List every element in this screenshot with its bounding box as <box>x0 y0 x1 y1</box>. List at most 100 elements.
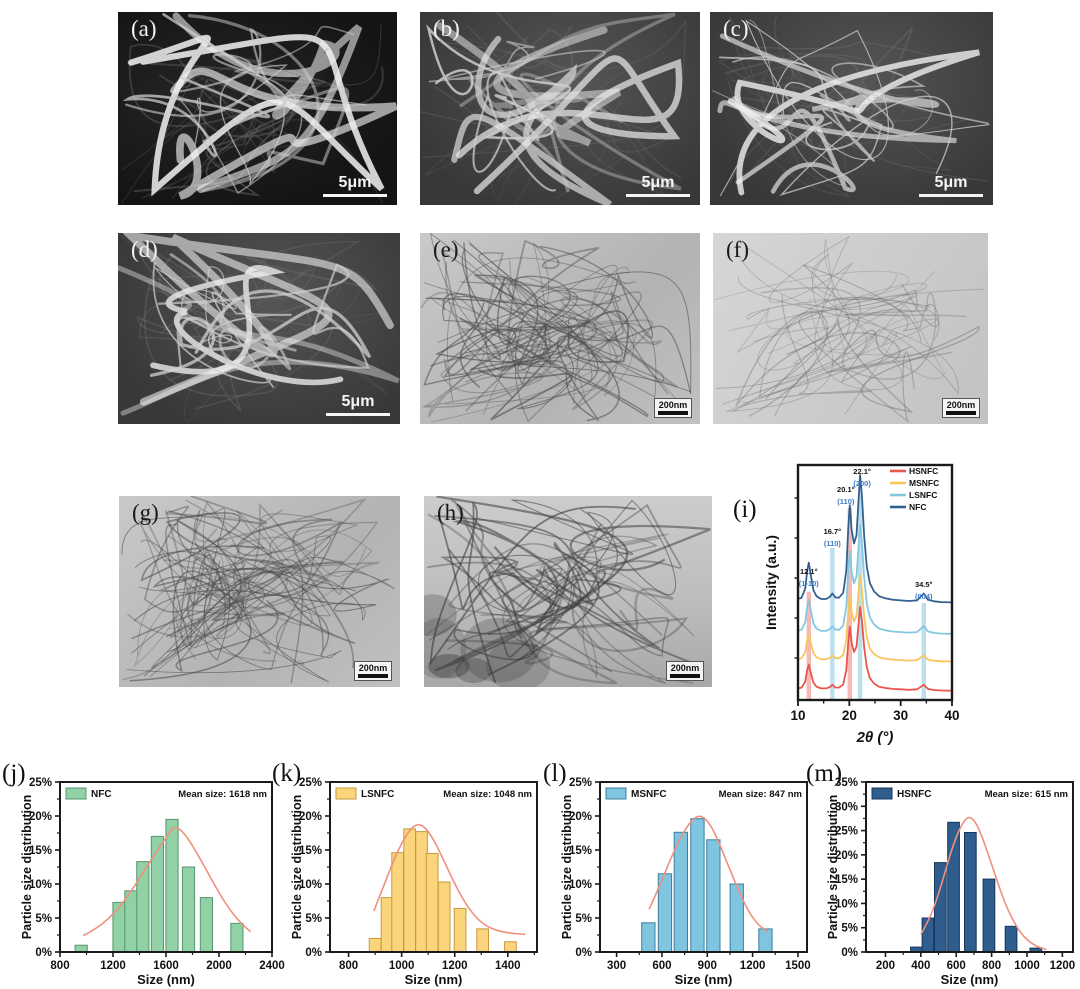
legend-label: NFC <box>91 789 112 800</box>
panel-label-k: (k) <box>272 760 302 787</box>
y-tick-label: 20% <box>835 850 858 862</box>
scale-bar-label: 200nm <box>946 400 976 410</box>
histogram-bar <box>947 821 960 953</box>
scale-bar: 5μm <box>323 174 387 197</box>
peak-highlight-band <box>921 603 926 700</box>
histogram-bar <box>729 883 744 953</box>
micrograph-texture <box>118 233 400 424</box>
gaussian-fit-curve <box>373 823 526 936</box>
peak-hkl-label: (004) <box>915 592 933 601</box>
y-tick-label: 0% <box>575 947 592 959</box>
mean-size-label: Mean size: 615 nm <box>985 789 1068 800</box>
peak-angle-label: 22.1° <box>853 467 871 476</box>
peak-hkl-label: (1-10) <box>799 579 820 588</box>
x-tick-label: 1200 <box>442 960 468 972</box>
panel-label-e: (e) <box>433 237 459 262</box>
scale-bar-label: 5μm <box>934 174 968 191</box>
histogram-bar <box>982 878 996 953</box>
y-tick-label: 5% <box>575 913 592 925</box>
x-tick-label: 800 <box>339 960 358 972</box>
y-tick-label: 10% <box>569 879 592 891</box>
scale-bar-line <box>946 411 976 415</box>
scale-bar-label: 200nm <box>658 400 688 410</box>
histogram-bar <box>758 928 773 953</box>
panel-label-l: (l) <box>543 760 567 787</box>
xrd-curve-lsnfc <box>797 524 953 635</box>
scale-bar: 5μm <box>626 174 690 197</box>
legend-label: HSNFC <box>909 466 938 476</box>
x-tick-label: 2000 <box>206 960 232 972</box>
histogram-hsnfc: 0% 5% 10% 15% 20% 25% 30% 35% 200 400 600 800 1000 12… <box>826 777 1076 987</box>
panel-d-sem-image: (d) 5μm <box>118 233 400 424</box>
panel-label-j: (j) <box>2 760 26 787</box>
mean-size-label: Mean size: 1048 nm <box>443 789 532 800</box>
y-tick-label: 10% <box>835 898 858 910</box>
x-tick-label: 300 <box>607 960 626 972</box>
scale-bar: 200nm <box>354 661 392 681</box>
legend-label: NFC <box>909 502 926 512</box>
y-tick-label: 5% <box>35 913 52 925</box>
x-tick-label: 1600 <box>153 960 179 972</box>
panel-a-sem-image: (a) 5μm <box>118 12 397 205</box>
x-tick-label: 1400 <box>495 960 521 972</box>
scale-bar: 200nm <box>942 398 980 418</box>
scale-bar-label: 5μm <box>641 174 675 191</box>
x-tick-label: 1500 <box>785 960 811 972</box>
histogram-bar <box>673 831 688 953</box>
y-tick-label: 10% <box>29 879 52 891</box>
y-tick-label: 25% <box>835 826 858 838</box>
y-tick-label: 5% <box>305 913 322 925</box>
histogram-bar <box>74 944 88 953</box>
y-axis-title: Particle size distribution <box>826 795 840 939</box>
x-tick-label: 30 <box>893 708 908 723</box>
peak-hkl-label: (110) <box>824 539 842 548</box>
legend-label: MSNFC <box>631 789 667 800</box>
histogram-bar <box>437 881 451 953</box>
scale-bar-line <box>670 674 700 678</box>
y-tick-label: 20% <box>569 811 592 823</box>
scale-bar-line <box>658 411 688 415</box>
panel-label-d: (d) <box>131 237 158 262</box>
histogram-bar <box>199 897 214 953</box>
histogram-bar <box>391 852 405 953</box>
histogram-bar <box>165 818 179 953</box>
y-tick-label: 10% <box>299 879 322 891</box>
scale-bar-label: 5μm <box>341 393 375 410</box>
peak-angle-label: 20.1° <box>837 485 855 494</box>
x-tick-label: 10 <box>790 708 805 723</box>
panel-label-b: (b) <box>433 16 460 41</box>
y-tick-label: 20% <box>299 811 322 823</box>
panel-label-m: (m) <box>806 760 843 787</box>
y-tick-label: 15% <box>569 845 592 857</box>
panel-label-h: (h) <box>437 500 464 525</box>
peak-highlight-band <box>806 592 811 700</box>
x-axis-title: Size (nm) <box>941 972 999 987</box>
x-tick-label: 600 <box>947 960 966 972</box>
x-tick-label: 2400 <box>259 960 285 972</box>
histogram-bar <box>368 937 382 953</box>
y-axis-title: Particle size distribution <box>20 795 34 939</box>
x-tick-label: 600 <box>652 960 671 972</box>
panel-c-sem-image: (c) 5μm <box>710 12 993 205</box>
y-axis-title: Particle size distribution <box>290 795 304 939</box>
mean-size-label: Mean size: 847 nm <box>719 789 802 800</box>
histogram-bar <box>124 890 138 953</box>
micrograph-texture <box>121 496 395 684</box>
panel-f-tem-image: (f) 200nm <box>713 233 988 424</box>
gaussian-fit-curve <box>920 816 1047 951</box>
y-tick-label: 15% <box>299 845 322 857</box>
x-tick-label: 1200 <box>1050 960 1076 972</box>
scale-bar-line <box>358 674 388 678</box>
panel-e-tem-image: (e) 200nm <box>420 233 700 424</box>
panel-label-f: (f) <box>726 237 749 262</box>
scale-bar: 5μm <box>919 174 983 197</box>
legend-label: LSNFC <box>909 490 937 500</box>
micrograph-texture <box>121 12 397 204</box>
micrograph-texture <box>420 233 692 423</box>
y-axis-title: Intensity (a.u.) <box>763 535 779 630</box>
histogram-msnfc: 0% 5% 10% 15% 20% 25% 300 600 900 1200 1500 MSNFC Me… <box>560 777 811 987</box>
legend-swatch <box>605 787 627 800</box>
x-tick-label: 400 <box>911 960 930 972</box>
histogram-bar <box>425 852 439 953</box>
